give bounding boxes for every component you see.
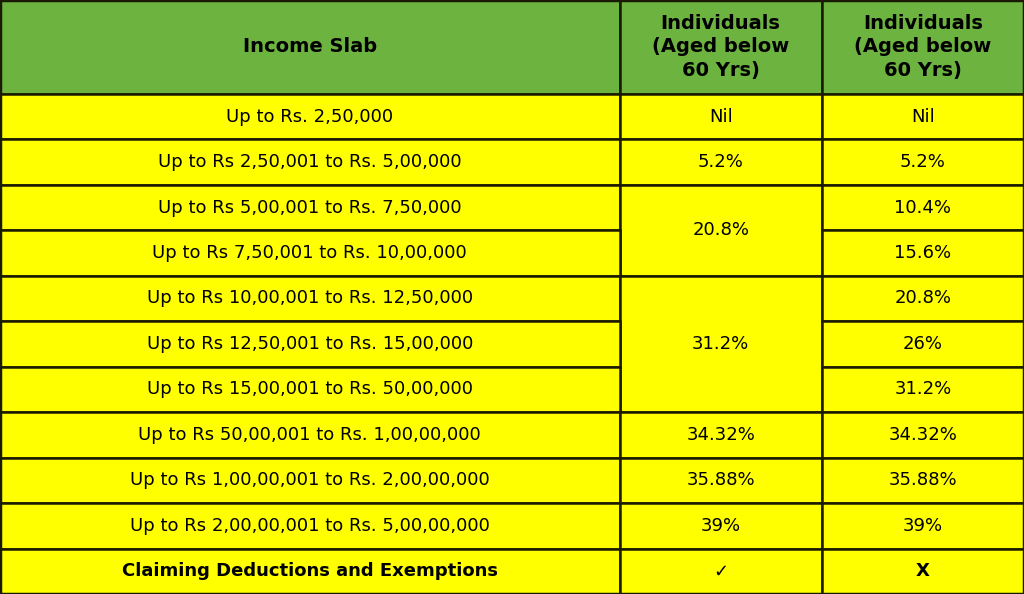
Bar — [620, 457, 821, 503]
Bar — [0, 185, 620, 230]
Bar — [0, 366, 620, 412]
Bar — [0, 548, 620, 594]
Bar — [0, 230, 620, 276]
Text: Individuals
(Aged below
60 Yrs): Individuals (Aged below 60 Yrs) — [652, 14, 790, 80]
Text: Up to Rs 5,00,001 to Rs. 7,50,000: Up to Rs 5,00,001 to Rs. 7,50,000 — [158, 198, 462, 217]
Bar — [620, 503, 821, 548]
Bar — [821, 140, 1024, 185]
Text: Income Slab: Income Slab — [243, 37, 377, 56]
Text: X: X — [915, 563, 930, 580]
Bar — [620, 94, 821, 140]
Bar — [821, 366, 1024, 412]
Text: 5.2%: 5.2% — [697, 153, 743, 171]
Bar — [821, 94, 1024, 140]
Text: 20.8%: 20.8% — [894, 289, 951, 308]
Text: Up to Rs 12,50,001 to Rs. 15,00,000: Up to Rs 12,50,001 to Rs. 15,00,000 — [146, 335, 473, 353]
Bar — [0, 321, 620, 366]
Text: 31.2%: 31.2% — [692, 335, 750, 353]
Bar — [0, 503, 620, 548]
Text: 31.2%: 31.2% — [894, 380, 951, 399]
Bar — [821, 321, 1024, 366]
Text: 26%: 26% — [903, 335, 943, 353]
Text: 35.88%: 35.88% — [889, 471, 957, 489]
Text: 34.32%: 34.32% — [889, 426, 957, 444]
Text: Up to Rs 50,00,001 to Rs. 1,00,00,000: Up to Rs 50,00,001 to Rs. 1,00,00,000 — [138, 426, 481, 444]
Bar — [821, 503, 1024, 548]
Bar — [821, 412, 1024, 457]
Bar — [620, 0, 821, 94]
Text: 20.8%: 20.8% — [692, 221, 750, 239]
Bar — [0, 0, 620, 94]
Bar — [0, 412, 620, 457]
Text: Individuals
(Aged below
60 Yrs): Individuals (Aged below 60 Yrs) — [854, 14, 991, 80]
Text: Up to Rs 1,00,00,001 to Rs. 2,00,00,000: Up to Rs 1,00,00,001 to Rs. 2,00,00,000 — [130, 471, 489, 489]
Text: Nil: Nil — [709, 108, 732, 125]
Text: 10.4%: 10.4% — [894, 198, 951, 217]
Bar — [620, 412, 821, 457]
Text: 15.6%: 15.6% — [894, 244, 951, 262]
Bar — [0, 457, 620, 503]
Text: 5.2%: 5.2% — [900, 153, 946, 171]
Bar — [821, 0, 1024, 94]
Text: 39%: 39% — [700, 517, 740, 535]
Bar — [0, 94, 620, 140]
Bar — [821, 230, 1024, 276]
Text: Up to Rs 15,00,001 to Rs. 50,00,000: Up to Rs 15,00,001 to Rs. 50,00,000 — [146, 380, 473, 399]
Text: Up to Rs 7,50,001 to Rs. 10,00,000: Up to Rs 7,50,001 to Rs. 10,00,000 — [153, 244, 467, 262]
Text: 39%: 39% — [903, 517, 943, 535]
Text: Up to Rs 2,50,001 to Rs. 5,00,000: Up to Rs 2,50,001 to Rs. 5,00,000 — [158, 153, 462, 171]
Bar — [620, 276, 821, 412]
Text: 34.32%: 34.32% — [686, 426, 755, 444]
Text: Up to Rs 2,00,00,001 to Rs. 5,00,00,000: Up to Rs 2,00,00,001 to Rs. 5,00,00,000 — [130, 517, 489, 535]
Bar — [0, 276, 620, 321]
Text: Up to Rs 10,00,001 to Rs. 12,50,000: Up to Rs 10,00,001 to Rs. 12,50,000 — [146, 289, 473, 308]
Bar — [620, 185, 821, 276]
Text: Claiming Deductions and Exemptions: Claiming Deductions and Exemptions — [122, 563, 498, 580]
Bar — [821, 185, 1024, 230]
Text: Nil: Nil — [911, 108, 935, 125]
Bar — [821, 457, 1024, 503]
Text: ✓: ✓ — [713, 563, 728, 580]
Text: 35.88%: 35.88% — [686, 471, 755, 489]
Bar — [620, 548, 821, 594]
Bar — [0, 140, 620, 185]
Bar — [821, 276, 1024, 321]
Bar — [821, 548, 1024, 594]
Bar — [620, 140, 821, 185]
Text: Up to Rs. 2,50,000: Up to Rs. 2,50,000 — [226, 108, 393, 125]
